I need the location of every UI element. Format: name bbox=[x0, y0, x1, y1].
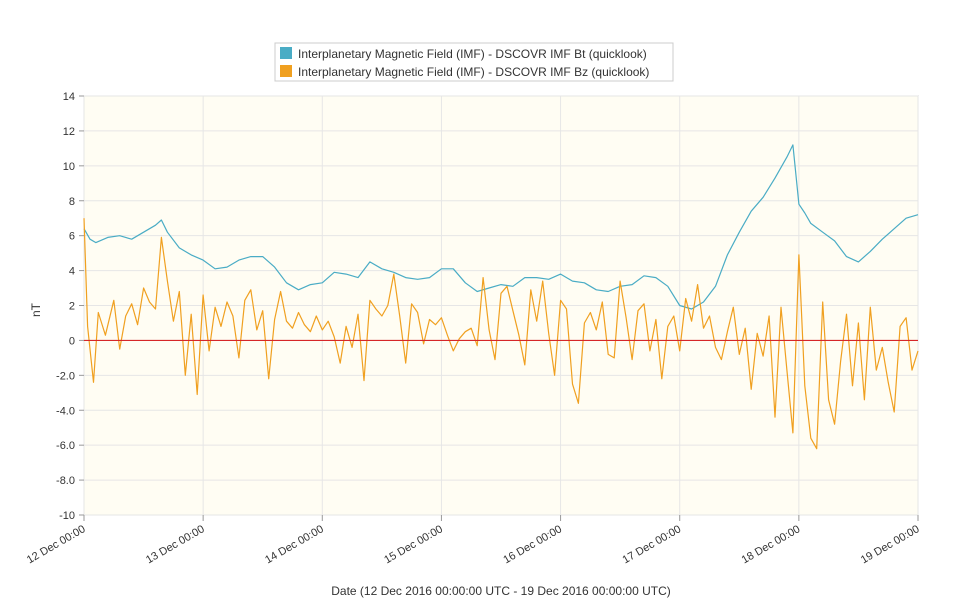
x-tick-label: 15 Dec 00:00 bbox=[382, 523, 445, 566]
y-tick-label: -8.0 bbox=[56, 475, 75, 487]
x-tick-label: 19 Dec 00:00 bbox=[859, 523, 922, 566]
legend-swatch-bt bbox=[280, 47, 292, 59]
x-axis-title: Date (12 Dec 2016 00:00:00 UTC - 19 Dec … bbox=[331, 584, 671, 598]
series-line-bt[interactable] bbox=[83, 144, 919, 310]
y-tick-label: 2 bbox=[69, 301, 75, 313]
y-tick-label: 14 bbox=[63, 91, 75, 103]
y-tick-label: 12 bbox=[63, 126, 75, 138]
x-tick-label: 13 Dec 00:00 bbox=[144, 523, 207, 566]
y-axis-ticks: -10 -8.0 -6.0 -4.0 -2.0 0 2 4 6 8 10 12 14 bbox=[56, 91, 84, 522]
legend-box bbox=[274, 42, 674, 82]
y-tick-label: -6.0 bbox=[56, 440, 75, 452]
legend-swatch-bz bbox=[280, 65, 292, 77]
y-tick-label: 8 bbox=[69, 196, 75, 208]
y-axis-title: nT bbox=[29, 302, 43, 317]
x-tick-label: 18 Dec 00:00 bbox=[740, 523, 803, 566]
y-tick-label: -10 bbox=[59, 510, 75, 522]
x-tick-label: 12 Dec 00:00 bbox=[25, 523, 88, 566]
x-tick-label: 16 Dec 00:00 bbox=[501, 523, 564, 566]
y-tick-label: 6 bbox=[69, 231, 75, 243]
legend-label-bz[interactable]: Interplanetary Magnetic Field (IMF) - DS… bbox=[298, 65, 649, 79]
y-tick-label: -4.0 bbox=[56, 405, 75, 417]
x-axis-ticks: 12 Dec 00:00 13 Dec 00:00 14 Dec 00:00 15 D… bbox=[25, 515, 922, 566]
y-tick-label: -2.0 bbox=[56, 370, 75, 382]
legend: Interplanetary Magnetic Field (IMF) - DS… bbox=[274, 42, 674, 82]
y-tick-label: 4 bbox=[69, 266, 75, 278]
x-tick-label: 14 Dec 00:00 bbox=[263, 523, 326, 566]
x-tick-label: 17 Dec 00:00 bbox=[621, 523, 684, 566]
series-layer bbox=[83, 144, 919, 450]
series-line-bz[interactable] bbox=[83, 218, 919, 450]
y-tick-label: 0 bbox=[69, 335, 75, 347]
y-tick-label: 10 bbox=[63, 161, 75, 173]
legend-label-bt[interactable]: Interplanetary Magnetic Field (IMF) - DS… bbox=[298, 47, 647, 61]
